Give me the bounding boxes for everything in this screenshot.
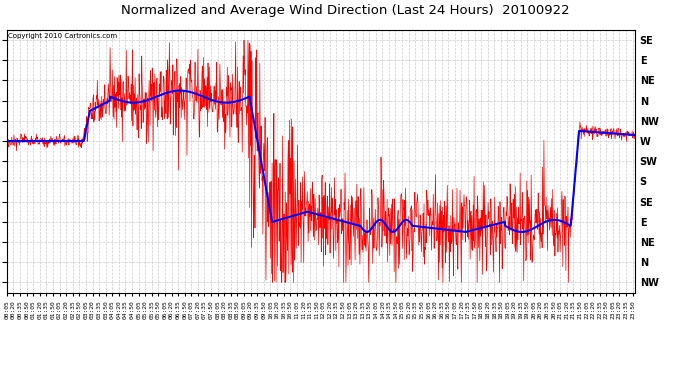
Text: Copyright 2010 Cartronics.com: Copyright 2010 Cartronics.com [8, 33, 117, 39]
Text: Normalized and Average Wind Direction (Last 24 Hours)  20100922: Normalized and Average Wind Direction (L… [121, 4, 569, 17]
